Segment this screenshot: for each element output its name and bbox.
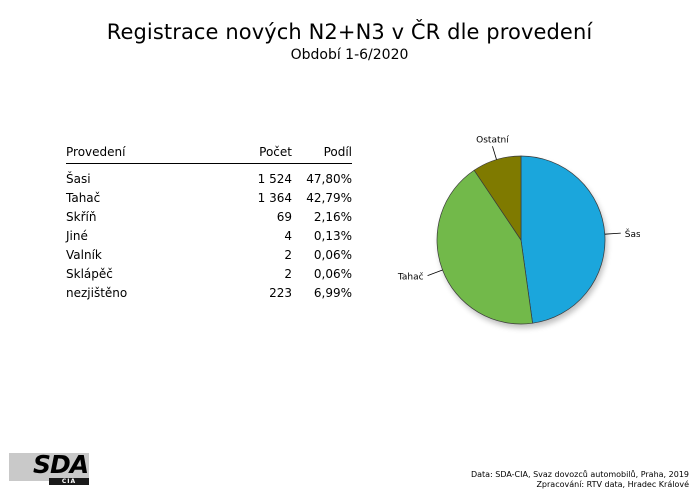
row-label: Tahač	[66, 190, 101, 205]
table-row: Skříň 69 2,16%	[66, 207, 352, 226]
row-label: Valník	[66, 247, 102, 262]
row-count: 1 364	[257, 190, 292, 205]
table-row: Valník 2 0,06%	[66, 245, 352, 264]
row-label: Sklápěč	[66, 266, 113, 281]
source-line: Data: SDA-CIA, Svaz dovozců automobilů, …	[470, 470, 689, 479]
source-note: Data: SDA-CIA, Svaz dovozců automobilů, …	[471, 470, 689, 490]
row-share: 0,06%	[313, 266, 352, 281]
leader-line-1	[604, 232, 621, 235]
logo-background	[9, 453, 89, 481]
row-share: 0,13%	[313, 228, 352, 243]
column-header-podil: Podíl	[292, 144, 352, 164]
table-row: nezjištěno 223 6,99%	[66, 283, 352, 302]
row-share: 47,80%	[306, 171, 352, 186]
slice-label-3: Ostatní	[476, 135, 509, 145]
row-share: 6,99%	[313, 285, 352, 300]
row-count: 2	[284, 266, 292, 281]
logo-text: SDA	[33, 450, 89, 479]
table-row: Jiné 4 0,13%	[66, 226, 352, 245]
column-header-provedeni: Provedení	[66, 144, 216, 164]
row-label: Jiné	[66, 228, 88, 243]
leader-line-2	[427, 269, 443, 277]
processing-line: Zpracování: RTV data, Hradec Králové	[536, 480, 689, 489]
row-count: 223	[269, 285, 292, 300]
row-label: Skříň	[66, 209, 97, 224]
table-row: Sklápěč 2 0,06%	[66, 264, 352, 283]
row-label: Šasi	[66, 171, 91, 186]
table-row: Šasi 1 524 47,80%	[66, 169, 352, 188]
slice-label-1: Šasi	[625, 228, 640, 240]
row-share: 0,06%	[313, 247, 352, 262]
leader-line-3	[492, 146, 497, 160]
row-count: 1 524	[257, 171, 292, 186]
chart-title: Registrace nových N2+N3 v ČR dle provede…	[106, 20, 593, 44]
sda-logo: SDA CIA	[9, 450, 89, 488]
table-row: Tahač 1 364 42,79%	[66, 188, 352, 207]
row-label: nezjištěno	[66, 285, 128, 300]
data-table: Provedení Počet Podíl Šasi 1 524 47,80% …	[66, 144, 352, 302]
pie-chart: Šasi Tahač Ostatní	[397, 135, 640, 328]
row-share: 2,16%	[313, 209, 352, 224]
row-count: 2	[284, 247, 292, 262]
pie-slice-1	[520, 155, 606, 324]
row-count: 69	[276, 209, 292, 224]
chart-subtitle: Období 1-6/2020	[290, 47, 409, 63]
table-header-row: Provedení Počet Podíl	[66, 144, 352, 164]
logo-subtext: CIA	[49, 478, 89, 485]
slice-label-2: Tahač	[397, 272, 424, 283]
row-share: 42,79%	[306, 190, 352, 205]
column-header-pocet: Počet	[216, 144, 292, 164]
pie-slice-3	[473, 155, 522, 242]
row-count: 4	[284, 228, 292, 243]
